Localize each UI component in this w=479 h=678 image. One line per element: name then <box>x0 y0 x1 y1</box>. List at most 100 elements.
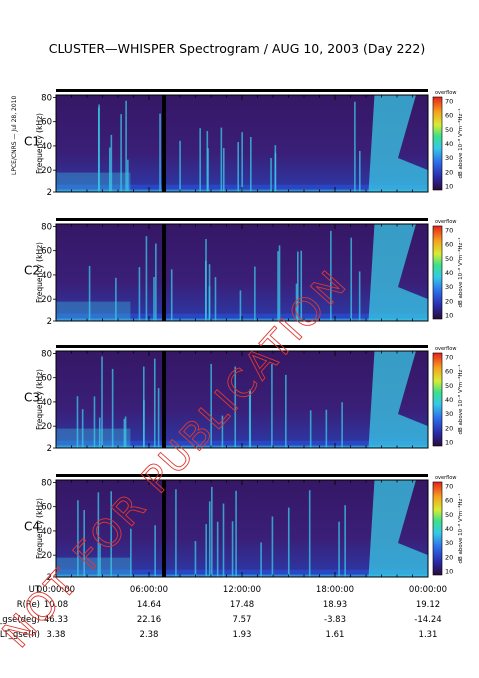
y-tick-label: 40 <box>41 527 52 537</box>
colorbar-overflow-tag: overflow <box>435 90 456 96</box>
emission-spike <box>216 521 219 577</box>
emission-spike <box>270 158 272 192</box>
emission-spike <box>341 402 343 448</box>
colorbar-tick-label: 50 <box>445 511 453 519</box>
emission-spike <box>205 524 208 577</box>
emission-spike <box>125 100 127 192</box>
y-tick-label: 40 <box>41 398 52 408</box>
y-axis-label: Frequency (kHz) <box>35 369 44 430</box>
colorbar <box>432 481 443 576</box>
emission-spike <box>93 396 96 448</box>
emission-spike <box>76 396 79 448</box>
emission-spike <box>145 236 148 321</box>
emission-spike <box>88 265 91 321</box>
emission-spike <box>260 542 262 577</box>
ephemeris-row-label: LT_gse(h) <box>0 630 40 640</box>
emission-spike <box>278 245 281 321</box>
ephemeris-value: 17.48 <box>230 600 254 610</box>
y-axis-label: Frequency (kHz) <box>35 242 44 303</box>
early-emission <box>56 301 131 321</box>
emission-spike <box>222 148 225 192</box>
emission-spike <box>123 418 126 448</box>
ephemeris-value: 7.57 <box>233 615 252 625</box>
emission-spike <box>214 277 217 321</box>
ephemeris-row-label: Lat_gse(deg) <box>0 615 40 625</box>
colorbar-tick-label: 70 <box>445 354 453 362</box>
panel-c2: 2 20 40 60 80 Frequency (kHz)C2 10 20 30 40 50 60 70… <box>24 218 464 327</box>
emission-spike <box>338 521 340 577</box>
spacecraft-label: C1 <box>24 135 40 149</box>
ephemeris-value: 18:00:00 <box>316 585 354 595</box>
y-tick-label: 60 <box>41 118 52 128</box>
colorbar-label: dB above 10⁻⁸ V²m⁻²Hz⁻¹ <box>457 237 464 307</box>
emission-spike <box>308 490 311 577</box>
emission-spike <box>235 490 237 577</box>
emission-spike <box>271 516 274 577</box>
ephemeris-value: 00:00:00 <box>409 585 447 595</box>
colorbar-tick-label: 60 <box>445 112 453 120</box>
spectrogram-background <box>56 480 428 577</box>
emission-spike <box>98 417 101 448</box>
y-tick-label: 80 <box>41 222 52 232</box>
ephemeris-value: 22.16 <box>137 615 161 625</box>
emission-spike <box>155 243 157 321</box>
emission-spike <box>221 415 224 448</box>
colorbar-label: dB above 10⁻⁸ V²m⁻²Hz⁻¹ <box>457 364 464 434</box>
colorbar-overflow-tag: overflow <box>435 346 456 352</box>
colorbar-tick-label: 40 <box>445 140 453 148</box>
ephemeris-value: 18.93 <box>323 600 347 610</box>
colorbar <box>432 96 443 191</box>
emission-spike <box>254 266 256 321</box>
colorbar-tick-label: 50 <box>445 382 453 390</box>
ephemeris-value: 12:00:00 <box>223 585 261 595</box>
emission-spike <box>110 134 113 192</box>
emission-spike <box>207 148 209 192</box>
y-tick-label: 2 <box>47 317 52 327</box>
colorbar-tick-label: 40 <box>445 396 453 404</box>
emission-spike <box>358 271 361 321</box>
colorbar-tick-label: 20 <box>445 424 453 432</box>
colorbar-label: dB above 10⁻⁸ V²m⁻²Hz⁻¹ <box>457 493 464 563</box>
colorbar-tick-label: 60 <box>445 368 453 376</box>
emission-spike <box>300 250 303 321</box>
emission-spike <box>250 136 252 192</box>
y-tick-label: 80 <box>41 349 52 359</box>
data-gap <box>162 351 167 448</box>
emission-spike <box>110 491 112 577</box>
emission-spike <box>111 368 114 448</box>
emission-spike <box>210 363 212 448</box>
panel-c1: 2 20 40 60 80 Frequency (kHz)C1 10 20 30 40 50 60 70… <box>24 89 464 198</box>
colorbar-tick-label: 20 <box>445 297 453 305</box>
emission-spike <box>83 510 85 577</box>
colorbar-tick-label: 10 <box>445 439 453 447</box>
data-gap <box>162 480 167 577</box>
header-bar <box>56 218 428 221</box>
emission-spike <box>330 230 332 321</box>
colorbar-tick-label: 30 <box>445 539 453 547</box>
y-tick-label: 2 <box>47 444 52 454</box>
emission-spike <box>287 507 290 577</box>
emission-spike <box>153 276 155 321</box>
ephemeris-value: 1.31 <box>419 630 438 640</box>
colorbar-tick-label: 60 <box>445 241 453 249</box>
y-tick-label: 20 <box>41 166 52 176</box>
colorbar-tick-label: 10 <box>445 312 453 320</box>
ephemeris-value: 10.08 <box>44 600 68 610</box>
colorbar-tick-label: 70 <box>445 227 453 235</box>
ephemeris-value: 46.33 <box>44 615 68 625</box>
emission-spike <box>138 267 141 321</box>
ephemeris-value: 1.93 <box>233 630 252 640</box>
emission-spike <box>120 114 122 192</box>
emission-spike <box>239 290 242 321</box>
emission-spike <box>97 492 100 577</box>
emission-spike <box>98 104 100 192</box>
colorbar-tick-label: 10 <box>445 183 453 191</box>
emission-spike <box>130 528 132 577</box>
colorbar <box>432 352 443 447</box>
ephemeris-value: -3.83 <box>324 615 346 625</box>
y-tick-label: 80 <box>41 478 52 488</box>
emission-spike <box>101 356 103 448</box>
emission-spike <box>241 132 243 192</box>
emission-spike <box>211 486 213 577</box>
colorbar <box>432 225 443 320</box>
